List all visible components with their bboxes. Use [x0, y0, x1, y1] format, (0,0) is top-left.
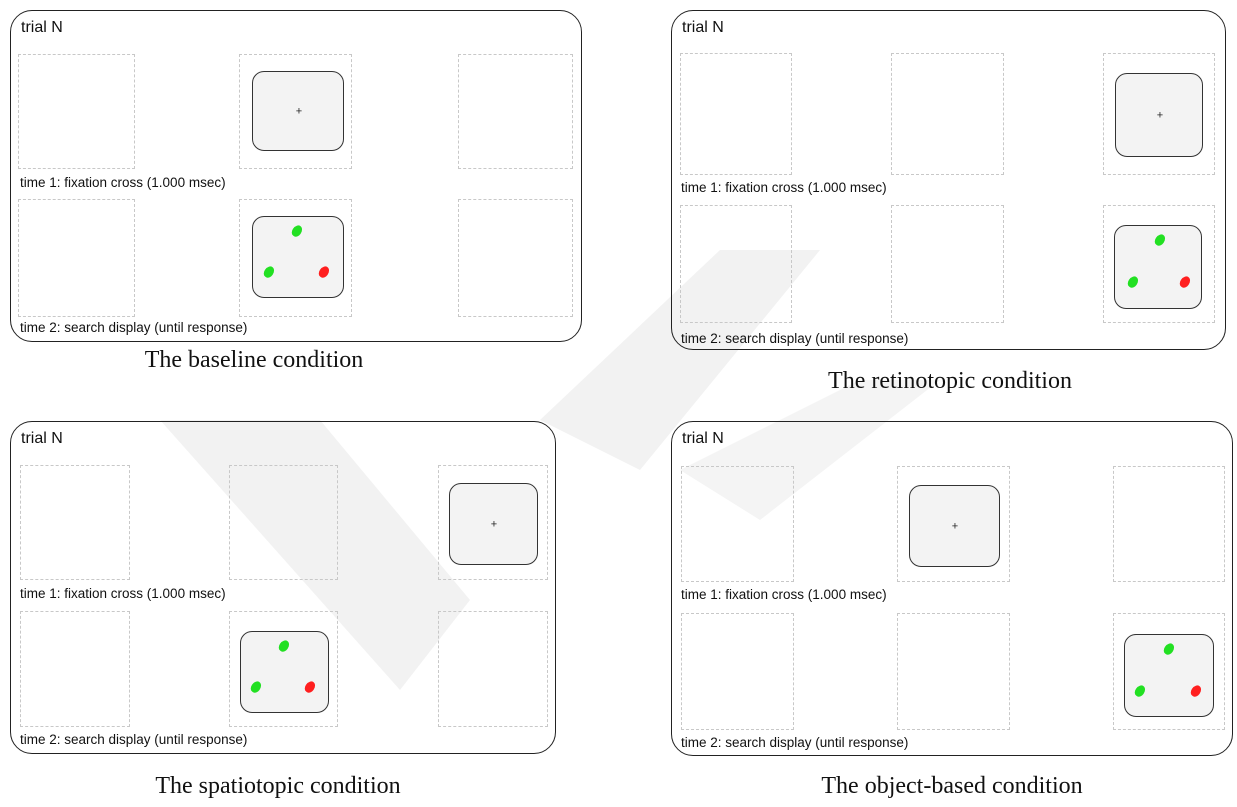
time1-slot-center: [229, 465, 338, 580]
trial-label: trial N: [682, 19, 724, 36]
time1-slot-left: [20, 465, 130, 580]
fixation-screen: +: [1115, 73, 1203, 157]
distractor-item: [1161, 641, 1177, 657]
time2-slot-center: [229, 611, 338, 727]
panel-spatiotopic: trial N + time 1: fixation cross (1.000 …: [10, 421, 556, 754]
distractor-item: [276, 638, 292, 654]
time2-label: time 2: search display (until response): [681, 331, 909, 346]
time2-slot-center: [891, 205, 1004, 323]
time1-label: time 1: fixation cross (1.000 msec): [681, 180, 887, 195]
time2-label: time 2: search display (until response): [20, 732, 248, 747]
fixation-screen: +: [252, 71, 344, 151]
fixation-cross: +: [951, 520, 959, 533]
trial-label: trial N: [21, 430, 63, 447]
search-screen: [1114, 225, 1202, 309]
fixation-screen: +: [449, 483, 538, 565]
time1-label: time 1: fixation cross (1.000 msec): [20, 586, 226, 601]
time1-label: time 1: fixation cross (1.000 msec): [681, 587, 887, 602]
time1-slot-center: +: [239, 54, 352, 169]
distractor-item: [1132, 683, 1148, 699]
time2-slot-left: [680, 205, 792, 323]
target-item: [1177, 274, 1193, 290]
trial-label: trial N: [21, 19, 63, 36]
time1-label: time 1: fixation cross (1.000 msec): [20, 175, 226, 190]
caption-retinotopic: The retinotopic condition: [828, 368, 1072, 394]
time2-label: time 2: search display (until response): [681, 735, 909, 750]
time1-slot-left: [680, 53, 792, 175]
fixation-screen: +: [909, 485, 1000, 567]
time1-slot-right: +: [1103, 53, 1215, 175]
fixation-cross: +: [1156, 109, 1164, 122]
distractor-item: [289, 223, 305, 239]
time1-slot-left: [681, 466, 794, 582]
panel-object-based: trial N + time 1: fixation cross (1.000 …: [671, 421, 1233, 756]
fixation-cross: +: [490, 518, 498, 531]
target-item: [316, 264, 332, 280]
distractor-item: [248, 679, 264, 695]
time2-slot-left: [681, 613, 794, 730]
time2-slot-left: [20, 611, 130, 727]
caption-object-based: The object-based condition: [821, 773, 1083, 799]
time1-slot-right: [458, 54, 573, 169]
distractor-item: [261, 264, 277, 280]
time2-slot-center: [239, 199, 352, 317]
target-item: [1188, 683, 1204, 699]
search-screen: [252, 216, 344, 298]
trial-label: trial N: [682, 430, 724, 447]
time2-slot-right: [438, 611, 548, 727]
time2-slot-right: [458, 199, 573, 317]
time1-slot-right: +: [438, 465, 548, 580]
time1-slot-center: [891, 53, 1004, 175]
panel-baseline: trial N + time 1: fixation cross (1.000 …: [10, 10, 582, 342]
caption-spatiotopic: The spatiotopic condition: [155, 773, 401, 799]
distractor-item: [1152, 232, 1168, 248]
search-screen: [1124, 634, 1214, 717]
search-screen: [240, 631, 329, 713]
panel-retinotopic: trial N + time 1: fixation cross (1.000 …: [671, 10, 1226, 350]
time1-slot-left: [18, 54, 135, 169]
time2-slot-right: [1113, 613, 1225, 730]
distractor-item: [1125, 274, 1141, 290]
time1-slot-center: +: [897, 466, 1010, 582]
fixation-cross: +: [295, 105, 303, 118]
caption-baseline: The baseline condition: [144, 347, 364, 373]
time2-slot-center: [897, 613, 1010, 730]
time1-slot-right: [1113, 466, 1225, 582]
time2-slot-left: [18, 199, 135, 317]
target-item: [302, 679, 318, 695]
time2-label: time 2: search display (until response): [20, 320, 248, 335]
time2-slot-right: [1103, 205, 1215, 323]
